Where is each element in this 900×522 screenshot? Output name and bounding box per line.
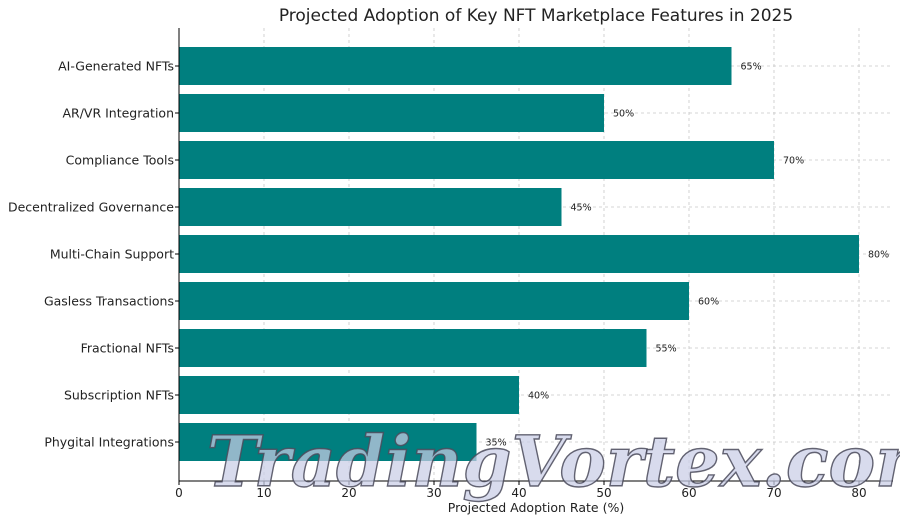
bar-value-label: 55%: [656, 344, 677, 355]
bars: [179, 47, 859, 461]
bar-value-label: 50%: [613, 109, 634, 120]
x-tick-label: 50: [596, 486, 611, 500]
category-label: AI-Generated NFTs: [58, 59, 174, 74]
watermark: TradingVortex.com: [207, 420, 900, 503]
bar-value-label: 70%: [783, 156, 804, 167]
x-tick-label: 70: [766, 486, 781, 500]
x-tick-label: 60: [681, 486, 696, 500]
x-tick-label: 30: [426, 486, 441, 500]
bar-value-label: 45%: [571, 203, 592, 214]
x-tick-label: 80: [851, 486, 866, 500]
x-tick-label: 20: [341, 486, 356, 500]
category-label: Multi-Chain Support: [50, 247, 174, 262]
bar: [179, 94, 604, 132]
category-label: Gasless Transactions: [44, 294, 174, 309]
bar: [179, 188, 562, 226]
bar-value-label: 60%: [698, 297, 719, 308]
bar-value-label: 35%: [486, 438, 507, 449]
category-label: Decentralized Governance: [8, 200, 174, 215]
bar-value-label: 40%: [528, 391, 549, 402]
bar: [179, 376, 519, 414]
category-label: Fractional NFTs: [81, 341, 174, 356]
x-tick-label: 10: [256, 486, 271, 500]
bar: [179, 141, 774, 179]
bar: [179, 282, 689, 320]
bar: [179, 47, 732, 85]
bar-value-label: 65%: [741, 62, 762, 73]
x-axis-label: Projected Adoption Rate (%): [448, 500, 624, 515]
x-tick-label: 0: [175, 486, 183, 500]
bar-value-label: 80%: [868, 250, 889, 261]
chart-title: Projected Adoption of Key NFT Marketplac…: [279, 6, 793, 26]
category-label: Phygital Integrations: [44, 435, 174, 450]
category-label: Subscription NFTs: [64, 388, 174, 403]
bar: [179, 235, 859, 273]
labels: 0 10 20 30 40 50 60 70 80 65% AI-Generated NFTs 50%…: [8, 59, 889, 501]
x-tick-label: 40: [511, 486, 526, 500]
category-label: Compliance Tools: [66, 153, 174, 168]
bar: [179, 423, 477, 461]
category-label: AR/VR Integration: [62, 106, 174, 121]
bar: [179, 329, 647, 367]
